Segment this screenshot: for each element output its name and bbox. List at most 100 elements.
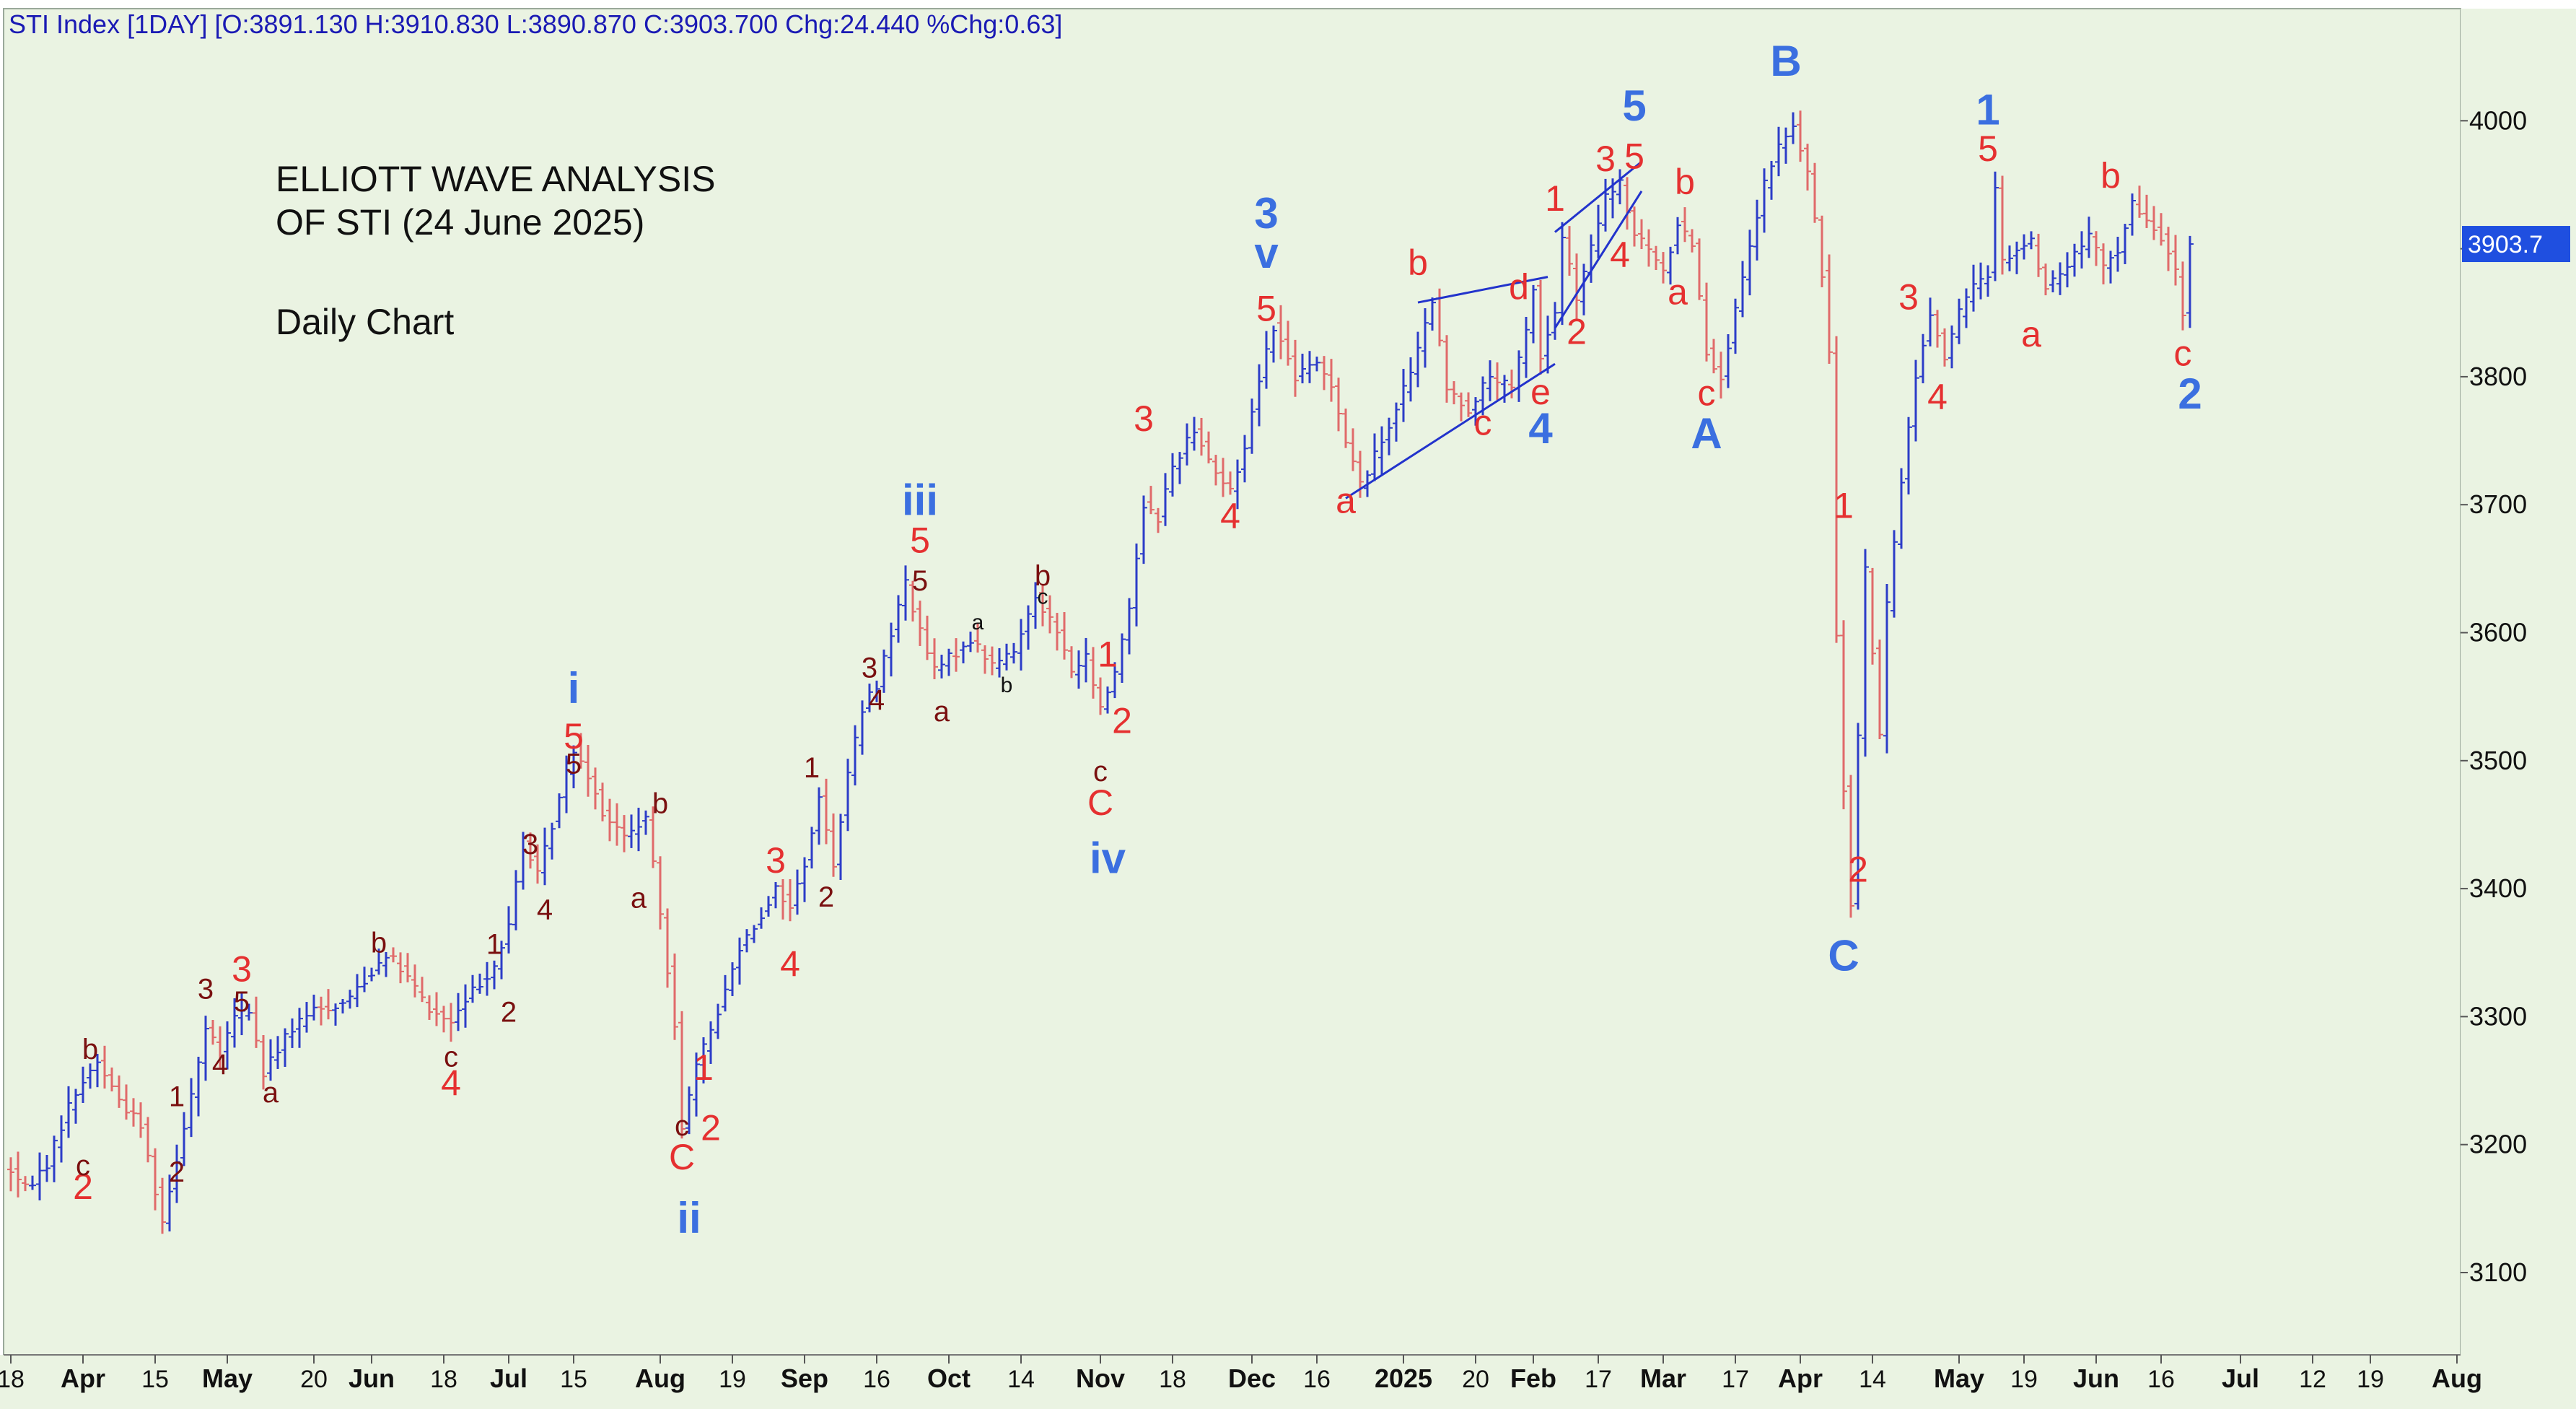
- price-bar: [974, 622, 981, 653]
- price-bar: [166, 1174, 173, 1232]
- price-bar: [1984, 265, 1992, 297]
- x-tick-label: Nov: [1076, 1364, 1125, 1393]
- price-bar: [1248, 398, 1256, 454]
- price-bar: [1198, 417, 1205, 456]
- price-bar: [808, 826, 815, 869]
- price-bar: [411, 964, 419, 998]
- price-bar: [1818, 215, 1826, 288]
- price-bar: [1927, 297, 1934, 346]
- price-bar: [1703, 282, 1710, 362]
- price-bar: [880, 649, 888, 693]
- wave-label: 5: [1256, 289, 1276, 329]
- price-bar: [253, 996, 260, 1048]
- y-tick-label: 4000: [2469, 105, 2527, 135]
- price-bar: [483, 961, 491, 996]
- price-bar: [43, 1155, 51, 1182]
- x-tick-label: Aug: [635, 1364, 685, 1393]
- price-bar: [2078, 231, 2085, 269]
- x-tick-label: Jun: [2073, 1364, 2119, 1393]
- price-bar: [267, 1039, 274, 1081]
- price-bar: [649, 806, 657, 868]
- wave-label: c: [2174, 333, 2192, 374]
- price-bar: [1789, 112, 1797, 144]
- price-bar: [1443, 335, 1450, 403]
- price-bar: [144, 1117, 152, 1163]
- wave-label: a: [1336, 481, 1356, 521]
- wave-label: 2: [701, 1107, 721, 1148]
- price-bar: [592, 767, 599, 810]
- price-bar: [801, 857, 808, 902]
- price-bar: [1313, 357, 1320, 372]
- price-bar: [245, 1003, 253, 1021]
- price-bar: [938, 655, 945, 679]
- price-bar: [1977, 262, 1984, 300]
- wave-label: b: [82, 1034, 98, 1065]
- price-bar: [1862, 549, 1869, 757]
- price-bar: [1299, 354, 1306, 384]
- price-bar: [1602, 178, 1609, 232]
- wave-label: 3: [232, 949, 252, 990]
- wave-label: c: [675, 1110, 689, 1142]
- price-bar: [873, 680, 880, 702]
- wave-label: 5: [564, 716, 584, 756]
- price-bar: [2049, 270, 2056, 292]
- price-bar: [599, 782, 606, 821]
- price-bar: [1963, 288, 1970, 328]
- price-bar: [65, 1086, 72, 1138]
- price-bar: [1407, 357, 1414, 402]
- price-bar: [1335, 378, 1342, 432]
- x-tick-label: 17: [1722, 1366, 1749, 1393]
- wave-label: 5: [1624, 136, 1644, 177]
- price-bar: [916, 601, 924, 646]
- wave-label: e: [1530, 372, 1551, 412]
- price-bar: [1876, 639, 1883, 740]
- price-bar: [2179, 261, 2186, 331]
- price-bar: [390, 947, 397, 963]
- price-bar: [1905, 416, 1912, 495]
- price-bar: [1090, 647, 1097, 699]
- price-bar: [238, 993, 245, 1036]
- price-bar: [159, 1177, 166, 1234]
- price-bar: [1891, 530, 1898, 618]
- price-bar: [2107, 250, 2114, 284]
- wave-label: 5: [912, 565, 928, 597]
- price-bar: [844, 759, 851, 832]
- price-bar: [368, 967, 375, 982]
- price-bar: [1061, 611, 1068, 660]
- price-bar: [714, 1003, 722, 1039]
- analysis-subtitle: Daily Chart: [276, 302, 454, 342]
- price-bar: [541, 827, 548, 886]
- price-bar: [2114, 237, 2121, 272]
- x-tick-label: Apr: [1778, 1364, 1823, 1393]
- price-bar: [1176, 452, 1183, 484]
- wave-label: B: [1770, 37, 1801, 85]
- price-bar: [36, 1152, 43, 1201]
- price-bar: [1371, 433, 1378, 481]
- price-bar: [209, 1019, 216, 1045]
- x-tick-label: Oct: [927, 1364, 971, 1393]
- price-bar: [1970, 264, 1977, 312]
- price-bar: [505, 906, 512, 954]
- x-tick-label: 16: [2147, 1366, 2175, 1393]
- wave-label: 1: [1976, 86, 1999, 134]
- price-bar: [1761, 168, 1768, 233]
- price-bar: [152, 1148, 159, 1210]
- x-tick-label: 15: [560, 1366, 587, 1393]
- price-bar: [1768, 160, 1775, 200]
- price-bar: [404, 953, 411, 982]
- trend-line: [1345, 362, 1556, 500]
- price-bar: [2042, 263, 2049, 296]
- x-tick-label: Apr: [61, 1364, 105, 1393]
- price-bar: [1595, 204, 1602, 258]
- x-tick-label: Jul: [2222, 1364, 2259, 1393]
- wave-label: 2: [1848, 849, 1868, 889]
- x-tick-label: 12: [2299, 1366, 2326, 1393]
- wave-label: a: [263, 1077, 279, 1109]
- price-bar: [108, 1067, 115, 1092]
- price-bar: [512, 870, 520, 930]
- price-bar: [101, 1045, 108, 1089]
- price-bar: [289, 1018, 296, 1048]
- price-bar: [1227, 471, 1234, 495]
- price-bar: [2100, 243, 2107, 284]
- price-bar: [2165, 227, 2172, 271]
